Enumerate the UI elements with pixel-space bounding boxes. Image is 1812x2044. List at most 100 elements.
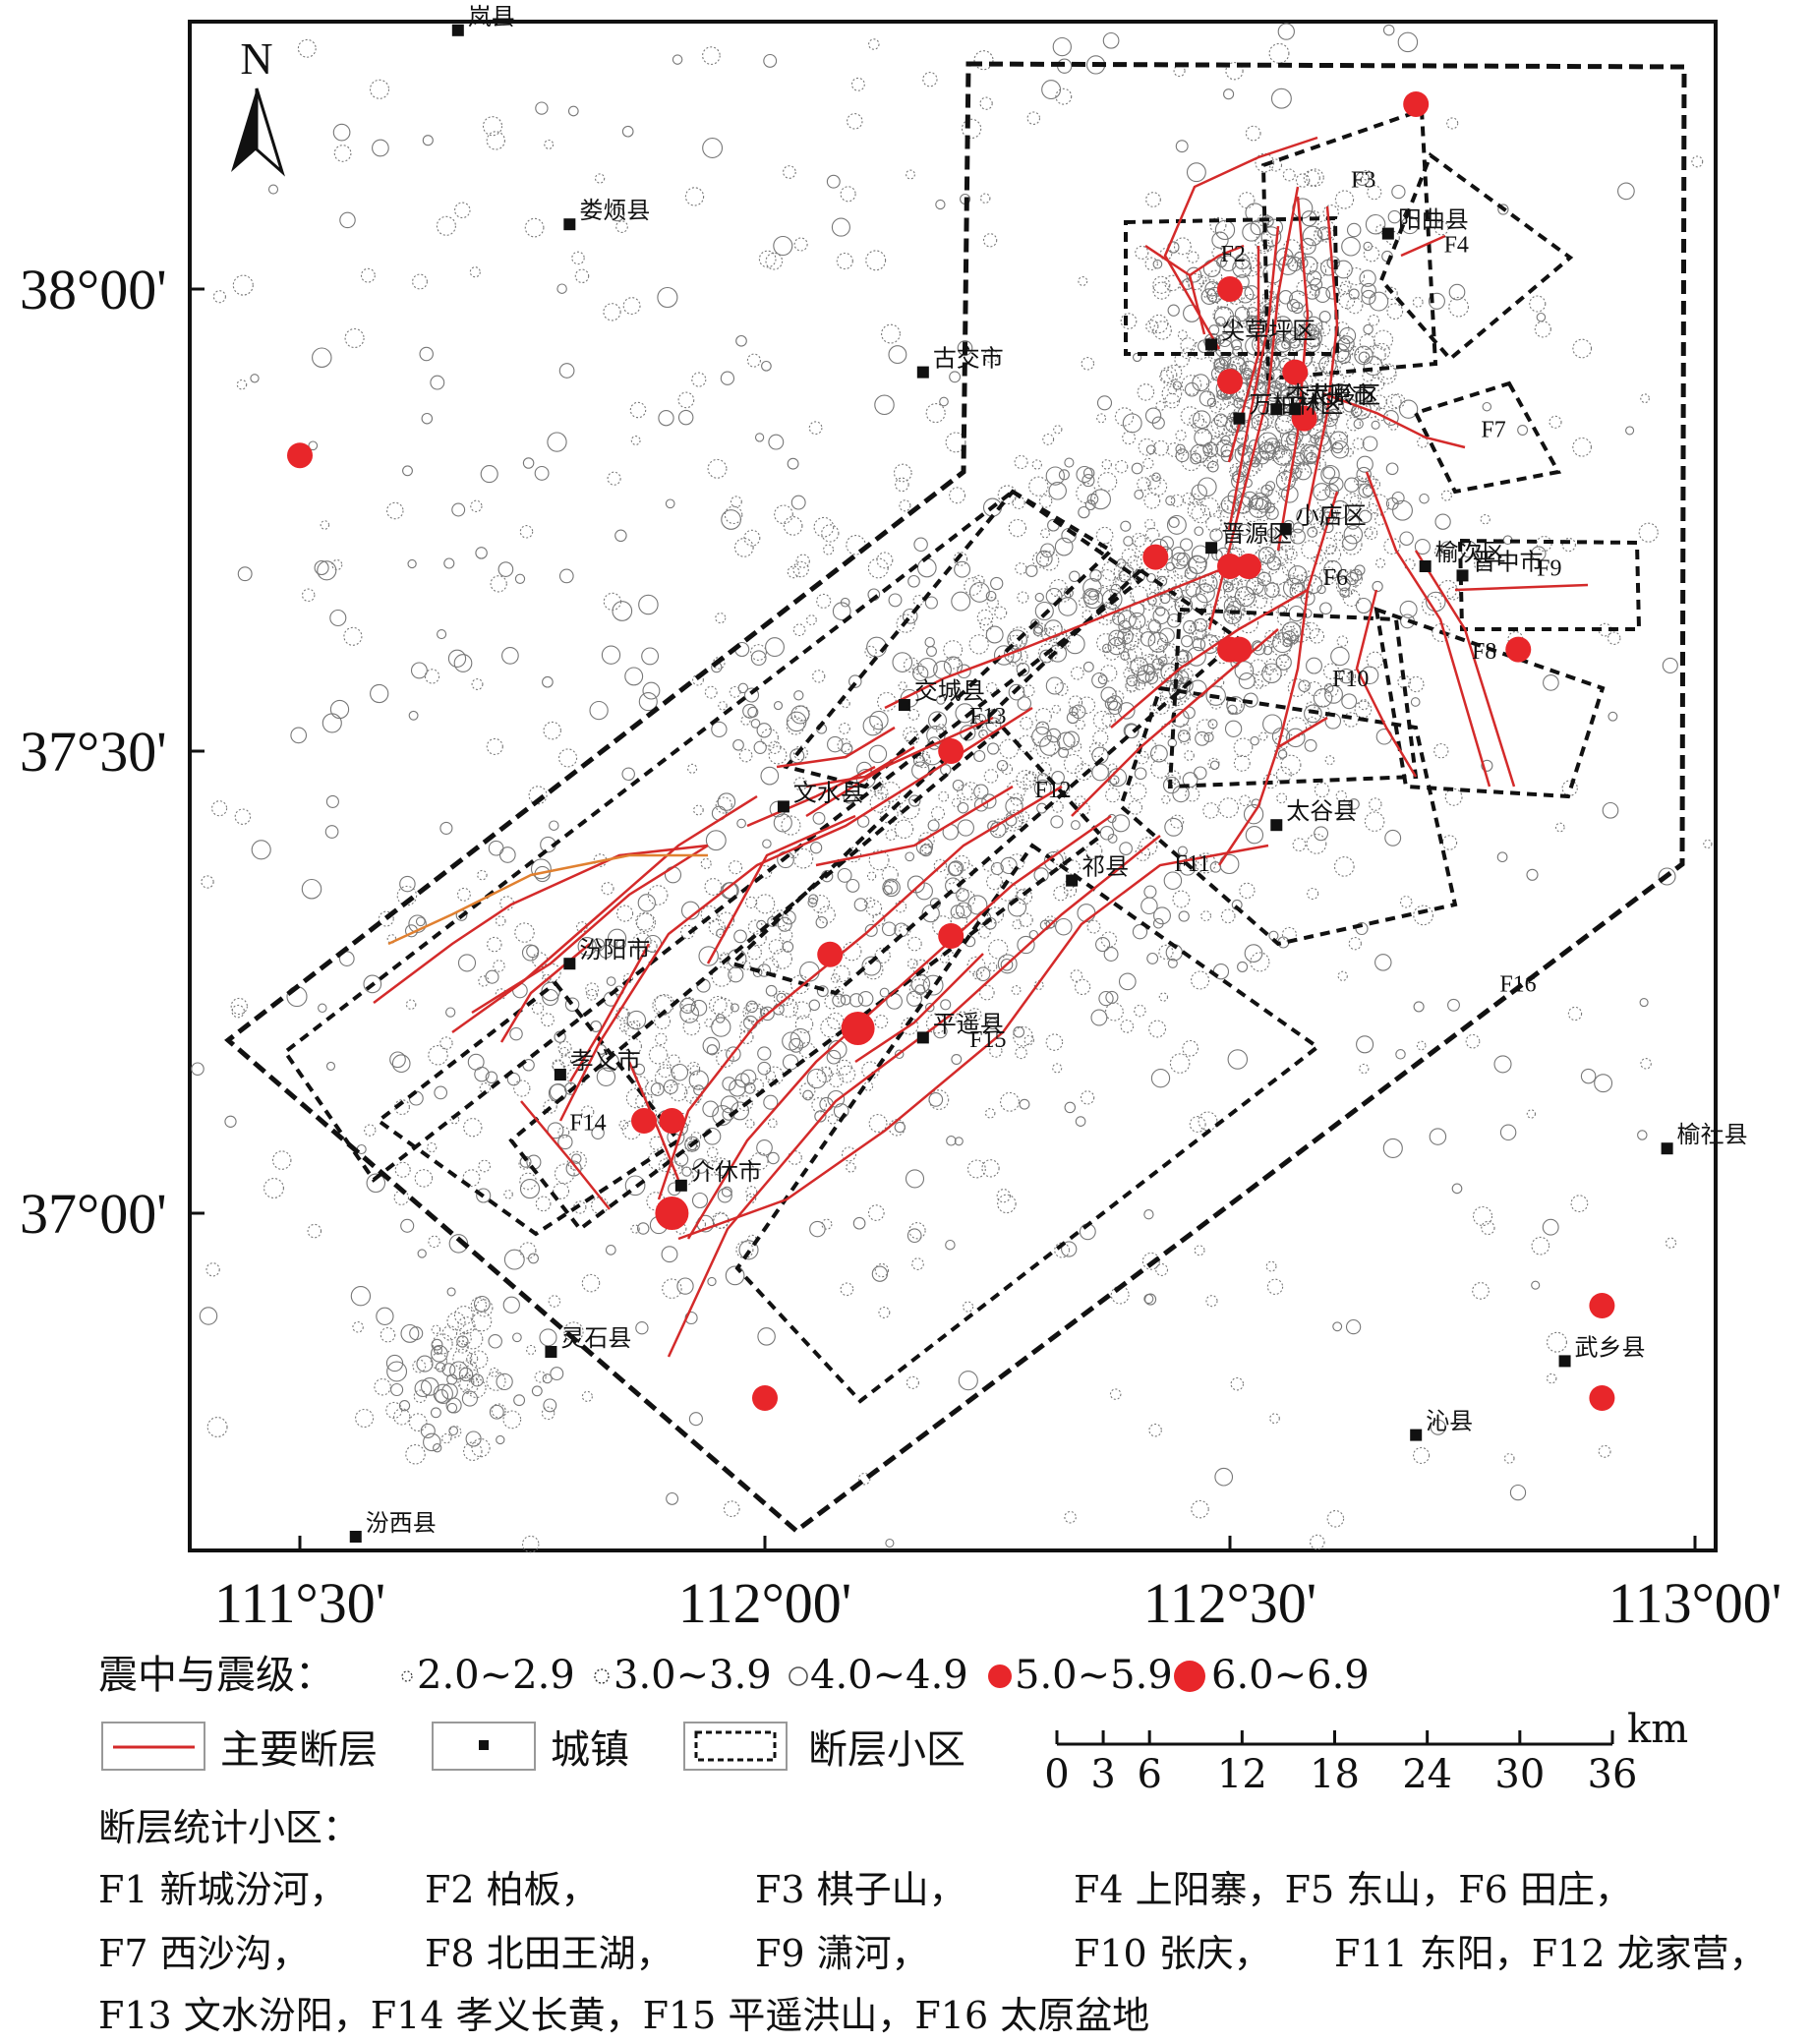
small-epicenter [339, 211, 356, 229]
small-epicenter [746, 353, 761, 368]
small-epicenter [1382, 1138, 1403, 1158]
small-epicenter [1016, 889, 1027, 901]
small-epicenter [1127, 645, 1143, 662]
small-epicenter [1318, 566, 1338, 585]
small-epicenter [1166, 774, 1176, 785]
small-epicenter [821, 524, 840, 543]
small-epicenter [786, 711, 807, 732]
small-epicenter [892, 652, 913, 672]
small-epicenter [1258, 731, 1268, 741]
small-epicenter [566, 1150, 587, 1171]
small-epicenter [1182, 772, 1198, 788]
small-epicenter [1107, 695, 1123, 711]
fault-zone-label: F8 [1472, 639, 1496, 665]
legend-mag-label-3: 4.0~4.9 [810, 1653, 968, 1698]
small-epicenter [1333, 856, 1355, 877]
small-epicenter [519, 1179, 541, 1199]
small-epicenter [528, 786, 548, 805]
small-epicenter [1274, 734, 1290, 750]
small-epicenter [1349, 495, 1360, 505]
small-epicenter [430, 1407, 441, 1419]
small-epicenter [1531, 1280, 1541, 1290]
small-epicenter [1091, 763, 1109, 782]
zone-list-line-2-c: F9 潇河， [755, 1932, 929, 1975]
small-epicenter [671, 1063, 689, 1081]
small-epicenter [1365, 344, 1386, 366]
small-epicenter [1243, 593, 1257, 608]
small-epicenter [1332, 1321, 1343, 1332]
town-label: 小店区 [1296, 501, 1367, 529]
small-epicenter [1184, 381, 1199, 397]
small-epicenter [513, 1080, 531, 1097]
small-epicenter [979, 617, 994, 632]
small-epicenter [783, 516, 803, 536]
small-epicenter [1173, 564, 1188, 579]
small-epicenter [648, 1045, 669, 1065]
small-epicenter [440, 1432, 452, 1444]
small-epicenter [1068, 695, 1083, 710]
fault-line [1217, 716, 1328, 866]
small-epicenter [988, 939, 1009, 960]
fault-zone-label: F11 [1174, 851, 1209, 877]
small-epicenter [543, 721, 561, 740]
small-epicenter [1118, 619, 1132, 633]
small-epicenter [539, 1328, 557, 1347]
small-epicenter [664, 866, 682, 884]
small-epicenter [805, 614, 817, 626]
legend-mag-symbol-2 [594, 1668, 610, 1684]
fault-line [1189, 244, 1245, 277]
small-epicenter [1320, 464, 1340, 485]
small-epicenter [1312, 443, 1326, 459]
town-label: 古交市 [933, 345, 1004, 373]
small-epicenter [528, 1253, 539, 1264]
small-epicenter [1142, 663, 1155, 675]
small-epicenter [1640, 393, 1650, 404]
small-epicenter [321, 713, 342, 733]
small-epicenter [394, 1099, 410, 1116]
legend-mag-symbol-4 [988, 1664, 1012, 1688]
small-epicenter [577, 937, 597, 957]
small-epicenter [1255, 233, 1273, 252]
small-epicenter [1165, 496, 1176, 506]
small-epicenter [1134, 490, 1144, 499]
small-epicenter [1122, 431, 1137, 445]
small-epicenter [1040, 543, 1055, 558]
small-epicenter [446, 1312, 466, 1331]
small-epicenter [1209, 696, 1223, 710]
small-epicenter [1433, 220, 1449, 236]
small-epicenter [479, 1082, 492, 1094]
fault-zone-label: F2 [1221, 242, 1246, 267]
small-epicenter [1356, 455, 1374, 473]
small-epicenter [1314, 368, 1328, 381]
small-epicenter [1361, 399, 1380, 419]
small-epicenter [1167, 605, 1186, 622]
scale-bar-tick-label: 3 [1090, 1752, 1115, 1797]
small-epicenter [790, 705, 810, 725]
small-epicenter [485, 969, 499, 984]
small-epicenter [1278, 255, 1299, 275]
small-epicenter [1177, 846, 1188, 856]
small-epicenter [431, 1338, 443, 1351]
small-epicenter [1473, 558, 1486, 570]
small-epicenter [1324, 755, 1335, 766]
small-epicenter [1100, 686, 1117, 703]
small-epicenter [721, 509, 741, 530]
small-epicenter [832, 986, 845, 998]
small-epicenter [1345, 1318, 1362, 1335]
small-epicenter [1112, 814, 1131, 833]
small-epicenter [488, 840, 504, 856]
small-epicenter [738, 748, 753, 763]
fault-line [568, 943, 651, 1082]
fault-line [805, 716, 994, 818]
small-epicenter [1166, 364, 1183, 381]
town-marker [451, 24, 464, 36]
small-epicenter [1170, 708, 1190, 728]
small-epicenter [1146, 952, 1159, 964]
small-epicenter [852, 1216, 866, 1230]
small-epicenter [1421, 595, 1441, 616]
small-epicenter [968, 581, 990, 603]
small-epicenter [1310, 434, 1319, 444]
small-epicenter [765, 252, 784, 270]
small-epicenter [768, 740, 782, 754]
small-epicenter [832, 602, 851, 621]
